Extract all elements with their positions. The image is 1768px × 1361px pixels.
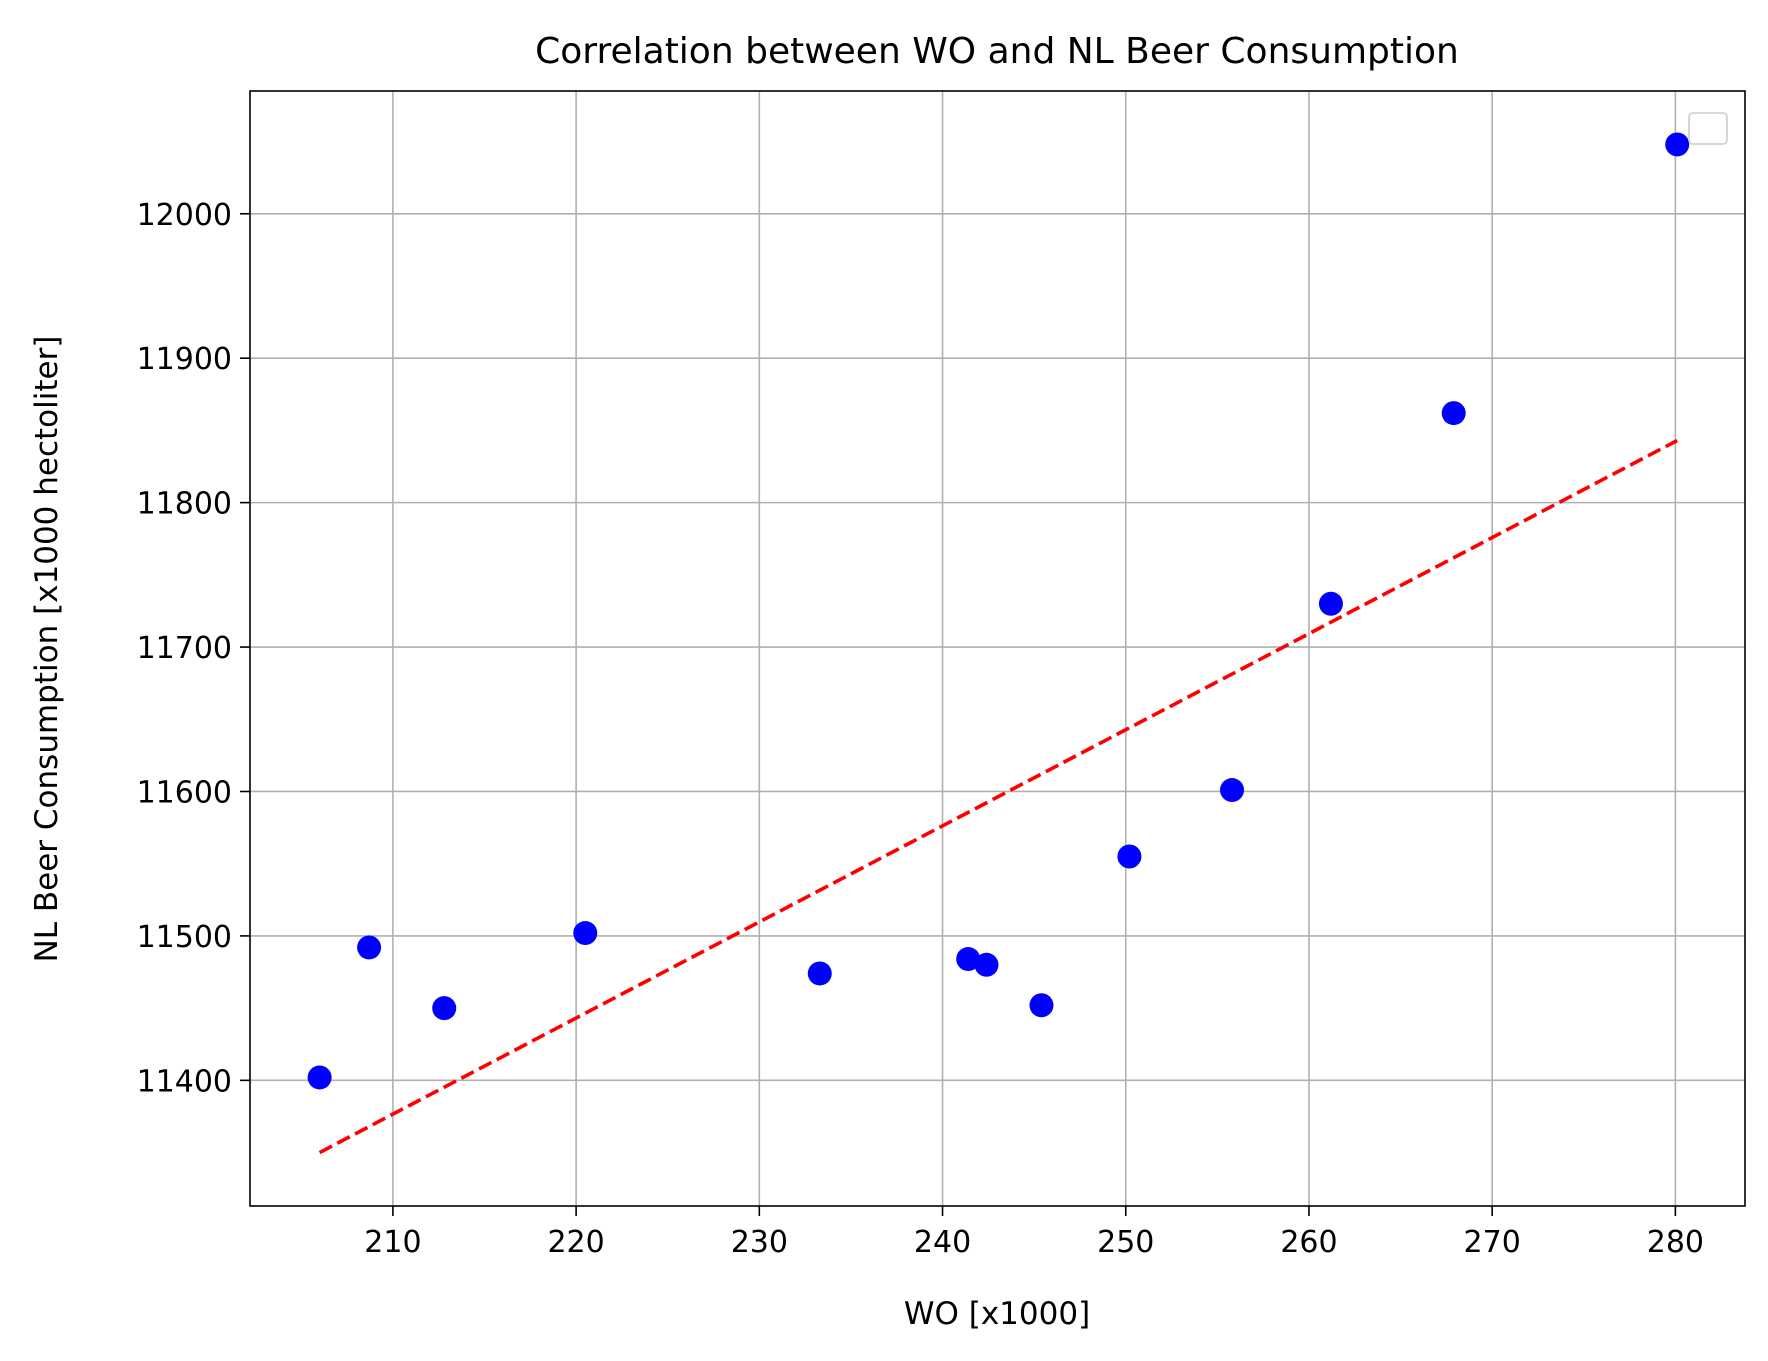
x-tick-label: 250 xyxy=(1097,1225,1154,1260)
data-point xyxy=(573,921,598,946)
trend-lines xyxy=(318,438,1679,1155)
data-point xyxy=(974,952,999,977)
data-point xyxy=(1220,778,1245,803)
x-tick-label: 230 xyxy=(731,1225,788,1260)
chart-title: Correlation between WO and NL Beer Consu… xyxy=(535,31,1459,72)
y-tick-label: 11400 xyxy=(137,1064,232,1099)
data-point xyxy=(307,1065,332,1090)
regression-line xyxy=(318,438,1679,1155)
grid xyxy=(250,91,1745,1206)
data-point xyxy=(956,947,981,972)
data-point xyxy=(357,935,382,960)
x-tick-label: 240 xyxy=(914,1225,971,1260)
y-axis-label: NL Beer Consumption [x1000 hectoliter] xyxy=(29,336,65,963)
x-tick-label: 280 xyxy=(1647,1225,1704,1260)
data-point xyxy=(1665,132,1690,157)
data-point xyxy=(1117,844,1142,869)
data-point xyxy=(432,996,457,1021)
plot-frame xyxy=(249,90,1746,1207)
y-tick-label: 11900 xyxy=(137,342,232,377)
x-tick-label: 210 xyxy=(364,1225,421,1260)
y-tick-label: 11700 xyxy=(137,631,232,666)
data-points xyxy=(307,132,1690,1090)
x-tick-label: 260 xyxy=(1280,1225,1337,1260)
data-point xyxy=(807,961,832,986)
y-axis-ticks: 11400 11500 11600 11700 11800 11900 12000 xyxy=(137,198,250,1099)
legend-box xyxy=(1688,112,1728,145)
data-point xyxy=(1441,401,1466,426)
y-tick-label: 11600 xyxy=(137,775,232,810)
y-tick-label: 12000 xyxy=(137,198,232,233)
data-point xyxy=(1029,993,1054,1018)
y-tick-label: 11500 xyxy=(137,920,232,955)
data-point xyxy=(1318,591,1343,616)
x-axis-ticks: 210 220 230 240 250 260 270 280 xyxy=(364,1206,1704,1260)
x-axis-label: WO [x1000] xyxy=(904,1296,1090,1332)
y-tick-label: 11800 xyxy=(137,487,232,522)
x-tick-label: 220 xyxy=(547,1225,604,1260)
x-tick-label: 270 xyxy=(1464,1225,1521,1260)
